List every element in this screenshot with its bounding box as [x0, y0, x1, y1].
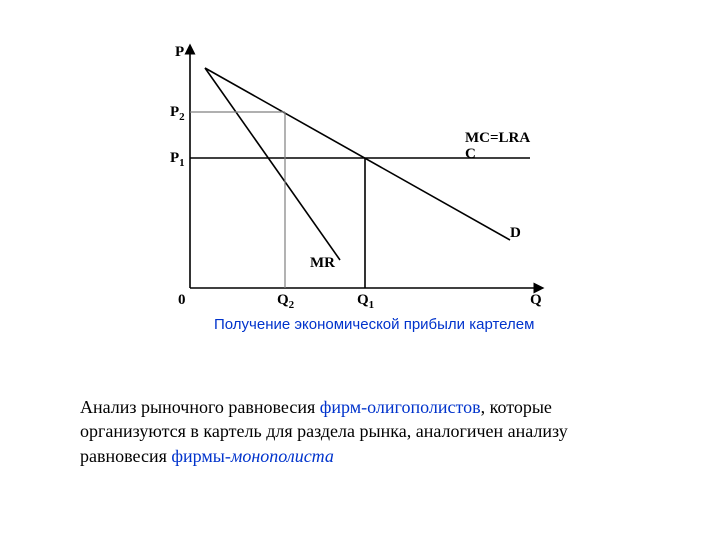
curve-label-D: D	[510, 225, 521, 242]
analysis-paragraph: Анализ рыночного равновесия фирм-олигопо…	[80, 395, 640, 468]
price-label-P2: P2	[170, 104, 185, 123]
axis-label-P: P	[175, 44, 184, 61]
origin-label: 0	[178, 292, 186, 309]
price-label-P1: P1	[170, 150, 185, 169]
qty-label-Q1: Q1	[357, 292, 374, 311]
diagram-caption: Получение экономической прибыли картелем	[214, 316, 534, 333]
axis-label-Q: Q	[530, 292, 542, 309]
curve-label-MC-line1: MC=LRA	[465, 130, 530, 147]
curve-label-MC-line2: C	[465, 146, 476, 163]
qty-label-Q2: Q2	[277, 292, 294, 311]
curve-label-MR: MR	[310, 255, 335, 272]
slide: { "diagram": { "type": "economics-line-d…	[0, 0, 720, 540]
